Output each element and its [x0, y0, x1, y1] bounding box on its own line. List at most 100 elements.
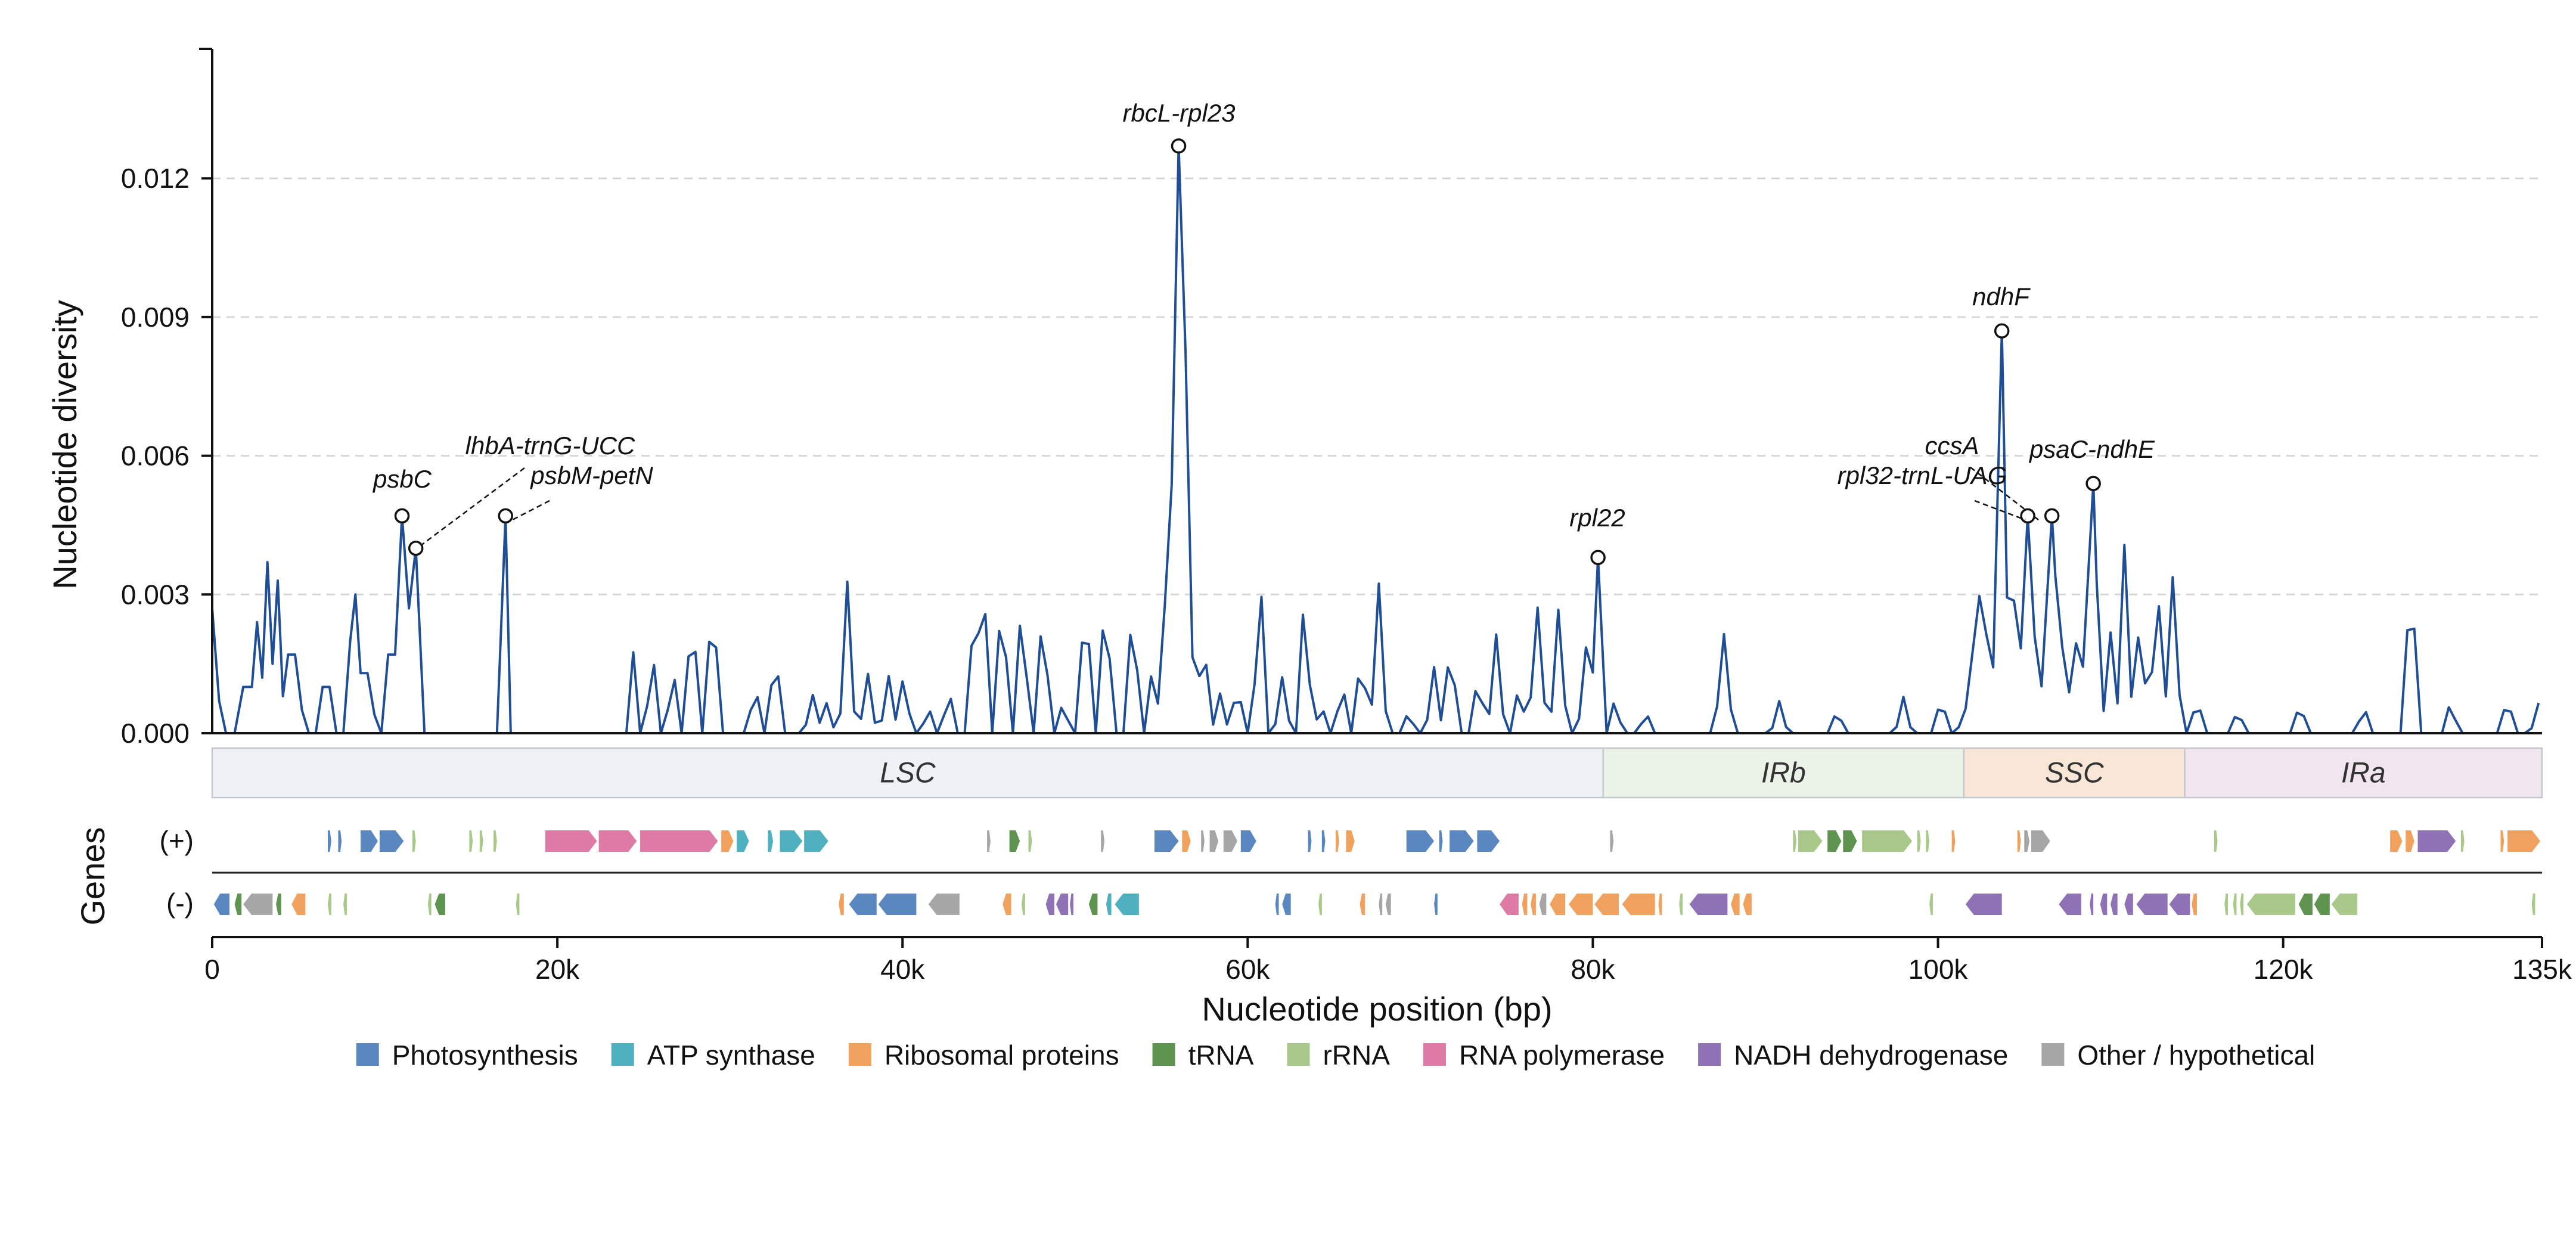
region-label: SSC: [2045, 758, 2104, 789]
x-tick-label: 0: [204, 954, 220, 985]
gene-block: [1028, 830, 1032, 852]
peak-marker: [2020, 508, 2035, 524]
legend-swatch: [1423, 1043, 1446, 1066]
peak-label: rbcL-rpl23: [1122, 99, 1235, 127]
gene-block: [1439, 830, 1443, 852]
gene-block: [276, 894, 281, 915]
gene-block: [640, 830, 718, 852]
axes: 0.000 0.003 0.006 0.009 0.012 Nucleotide dive…: [46, 48, 2542, 749]
gene-block: [1379, 894, 1383, 915]
gene-block: [2246, 894, 2295, 915]
peak-marker: [408, 540, 424, 556]
peak-marker: [1171, 138, 1187, 154]
gene-block: [1336, 830, 1339, 852]
plus-strand-label: (+): [160, 825, 194, 856]
gene-block: [1594, 894, 1619, 915]
region-label: IRb: [1761, 758, 1806, 789]
gene-block: [737, 830, 749, 852]
peak-leader-line: [1974, 500, 2026, 521]
gene-block: [213, 894, 229, 915]
gene-block: [1917, 830, 1921, 852]
gene-block: [545, 830, 597, 852]
peak-label: rpl22: [1569, 504, 1625, 532]
gene-block: [328, 830, 331, 852]
gene-block: [1793, 830, 1797, 852]
gene-block: [1531, 894, 1536, 915]
gene-block: [1223, 830, 1237, 852]
gene-block: [427, 894, 432, 915]
legend-swatch: [848, 1043, 871, 1066]
gene-block: [1056, 894, 1069, 915]
gene-block: [1275, 894, 1279, 915]
gene-block: [234, 894, 242, 915]
gene-block: [1500, 894, 1519, 915]
minus-strand-label: (-): [166, 888, 194, 919]
gene-block: [1406, 830, 1435, 852]
peak-marker: [1590, 550, 1606, 565]
legend-label: NADH dehydrogenase: [1734, 1040, 2008, 1071]
gene-block: [849, 894, 877, 915]
legend-label: ATP synthase: [647, 1040, 815, 1071]
peak-leader-line: [415, 467, 525, 550]
gene-block: [839, 894, 844, 915]
legend-swatch: [2041, 1043, 2065, 1066]
gene-block: [1003, 894, 1011, 915]
gene-block: [1862, 830, 1913, 852]
x-tick-label: 120k: [2254, 954, 2314, 985]
legend-label: rRNA: [1323, 1040, 1390, 1071]
gene-block: [1522, 894, 1528, 915]
gene-block: [2059, 894, 2081, 915]
genes-axis-title: Genes: [74, 827, 111, 926]
gene-block: [2169, 894, 2190, 915]
peak-marker: [394, 508, 410, 524]
gene-block: [780, 830, 803, 852]
legend-swatch: [1287, 1043, 1310, 1066]
peak-marker: [1994, 323, 2010, 339]
gene-block: [1450, 830, 1474, 852]
gene-block: [1240, 830, 1256, 852]
gene-block: [494, 830, 497, 852]
gene-block: [2500, 830, 2504, 852]
legend-swatch: [1152, 1043, 1175, 1066]
gene-block: [2531, 894, 2535, 915]
region-label: IRa: [2341, 758, 2386, 789]
peak-label: psbM-petN: [529, 461, 653, 489]
gene-block: [328, 894, 331, 915]
gene-block: [479, 830, 483, 852]
gene-block: [2417, 830, 2456, 852]
peak-marker: [2044, 508, 2060, 524]
gene-block: [1539, 894, 1547, 915]
gene-block: [1568, 894, 1593, 915]
peak-label: lhbA-trnG-UCC: [465, 432, 635, 460]
gene-block: [2240, 894, 2244, 915]
gene-block: [1731, 894, 1740, 915]
gene-block: [469, 830, 473, 852]
gene-block: [987, 830, 991, 852]
gene-block: [1798, 830, 1823, 852]
peak-marker: [498, 508, 513, 524]
gene-block: [1951, 830, 1956, 852]
gene-block: [2090, 894, 2094, 915]
gene-block: [1022, 894, 1025, 915]
gene-block: [1843, 830, 1857, 852]
gene-block: [721, 830, 734, 852]
peak-marker: [2085, 476, 2101, 491]
gene-block: [2233, 894, 2237, 915]
x-tick-label: 80k: [1571, 954, 1615, 985]
gene-block: [343, 894, 347, 915]
gene-block: [2111, 894, 2118, 915]
legend-swatch: [1698, 1043, 1721, 1066]
gene-block: [2124, 894, 2133, 915]
gene-block: [2017, 830, 2021, 852]
legend-swatch: [356, 1043, 379, 1066]
gene-block: [434, 894, 445, 915]
x-tick-label: 135k: [2512, 954, 2572, 985]
gene-block: [1360, 894, 1365, 915]
y-tick-label: 0.003: [121, 579, 190, 610]
y-tick-label: 0.006: [121, 441, 190, 472]
genome-regions: LSC IRb SSC IRa: [211, 747, 2543, 799]
gene-block: [291, 894, 306, 915]
peak-leader-line: [508, 500, 550, 523]
legend-swatch: [611, 1043, 634, 1066]
